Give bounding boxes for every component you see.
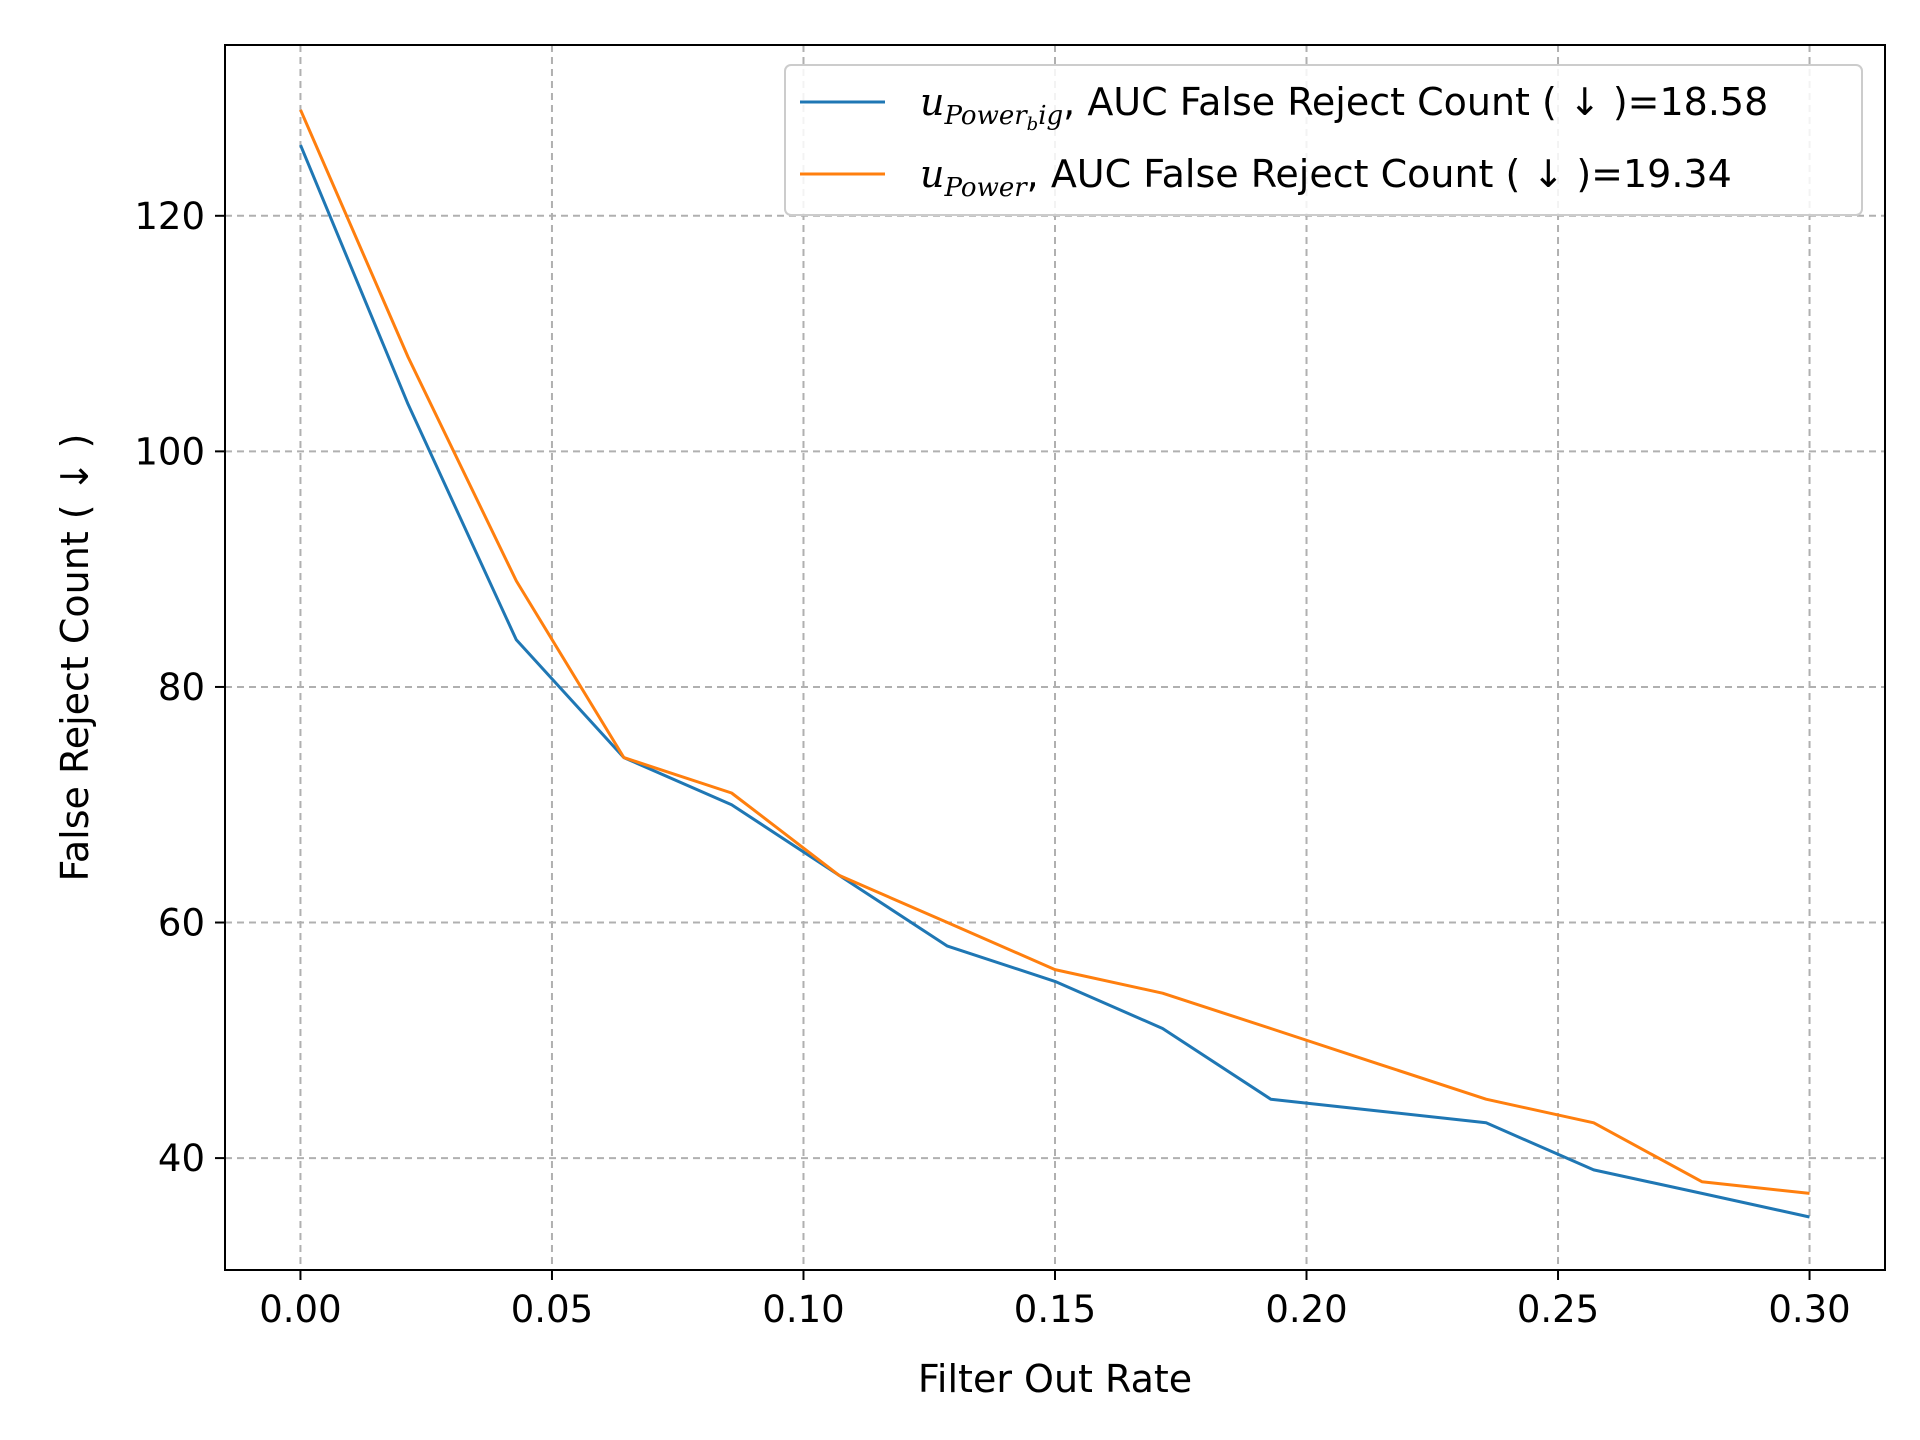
series-line-0 xyxy=(299,144,1810,1219)
x-tick-label: 0.30 xyxy=(1768,1288,1850,1331)
legend-label-0: uPowerbig, AUC False Reject Count ( ↓ )=… xyxy=(920,80,1768,135)
y-tick-label: 80 xyxy=(158,666,205,709)
x-tick-label: 0.00 xyxy=(259,1288,341,1331)
x-tick-label: 0.15 xyxy=(1014,1288,1096,1331)
x-axis-label: Filter Out Rate xyxy=(918,1357,1192,1401)
grid xyxy=(225,45,1885,1270)
legend-frame xyxy=(784,64,1863,216)
y-tick-label: 100 xyxy=(134,430,205,473)
y-axis-label: False Reject Count ( ↓ ) xyxy=(53,434,97,882)
y-tick-label: 60 xyxy=(158,902,205,945)
series-lines xyxy=(299,109,1810,1219)
y-tick-label: 40 xyxy=(158,1137,205,1180)
legend-label-1: uPower, AUC False Reject Count ( ↓ )=19.… xyxy=(920,152,1732,203)
legend: uPowerbig, AUC False Reject Count ( ↓ )=… xyxy=(784,64,1863,216)
x-tick-label: 0.10 xyxy=(762,1288,844,1331)
y-tick-label: 120 xyxy=(134,195,205,238)
series-line-1 xyxy=(299,109,1810,1195)
x-tick-label: 0.05 xyxy=(511,1288,593,1331)
x-tick-label: 0.20 xyxy=(1265,1288,1347,1331)
axis-ticks: 0.00 0.05 0.10 0.15 0.20 0.25 0.30 40 60 80 100 120 xyxy=(134,195,1850,1331)
x-tick-label: 0.25 xyxy=(1517,1288,1599,1331)
